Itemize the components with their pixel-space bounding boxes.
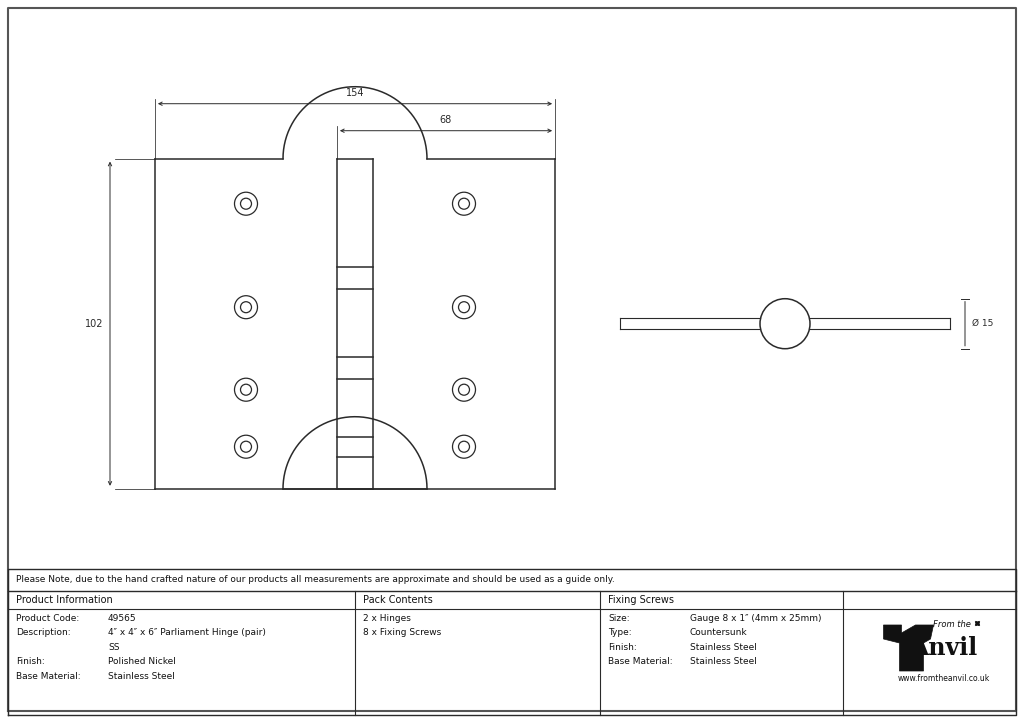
Text: Stainless Steel: Stainless Steel	[690, 657, 757, 667]
Text: 102: 102	[85, 319, 103, 329]
Polygon shape	[884, 625, 934, 671]
Text: Anvil: Anvil	[910, 636, 977, 660]
Text: Finish:: Finish:	[16, 657, 45, 667]
Text: 8 x Fixing Screws: 8 x Fixing Screws	[362, 628, 441, 638]
Text: Type:: Type:	[608, 628, 632, 638]
Text: Description:: Description:	[16, 628, 71, 638]
Text: 2 x Hinges: 2 x Hinges	[362, 614, 411, 623]
Text: Stainless Steel: Stainless Steel	[108, 672, 175, 681]
Text: 154: 154	[346, 88, 365, 98]
Text: Fixing Screws: Fixing Screws	[608, 595, 674, 605]
Text: 49565: 49565	[108, 614, 136, 623]
Text: Product Information: Product Information	[16, 595, 113, 605]
Text: Countersunk: Countersunk	[690, 628, 748, 638]
Text: SS: SS	[108, 643, 120, 652]
Text: Product Code:: Product Code:	[16, 614, 79, 623]
Text: From the: From the	[933, 620, 971, 630]
Text: Ø 15: Ø 15	[972, 319, 993, 328]
Text: www.fromtheanvil.co.uk: www.fromtheanvil.co.uk	[897, 674, 989, 684]
Text: 68: 68	[440, 115, 453, 124]
Text: Pack Contents: Pack Contents	[362, 595, 433, 605]
Text: 4″ x 4″ x 6″ Parliament Hinge (pair): 4″ x 4″ x 6″ Parliament Hinge (pair)	[108, 628, 266, 638]
Text: Stainless Steel: Stainless Steel	[690, 643, 757, 652]
Text: Base Material:: Base Material:	[16, 672, 81, 681]
Text: Gauge 8 x 1″ (4mm x 25mm): Gauge 8 x 1″ (4mm x 25mm)	[690, 614, 821, 623]
Text: Base Material:: Base Material:	[608, 657, 673, 667]
Text: Please Note, due to the hand crafted nature of our products all measurements are: Please Note, due to the hand crafted nat…	[16, 575, 614, 585]
Text: Finish:: Finish:	[608, 643, 637, 652]
Text: Size:: Size:	[608, 614, 630, 623]
Text: Polished Nickel: Polished Nickel	[108, 657, 176, 667]
